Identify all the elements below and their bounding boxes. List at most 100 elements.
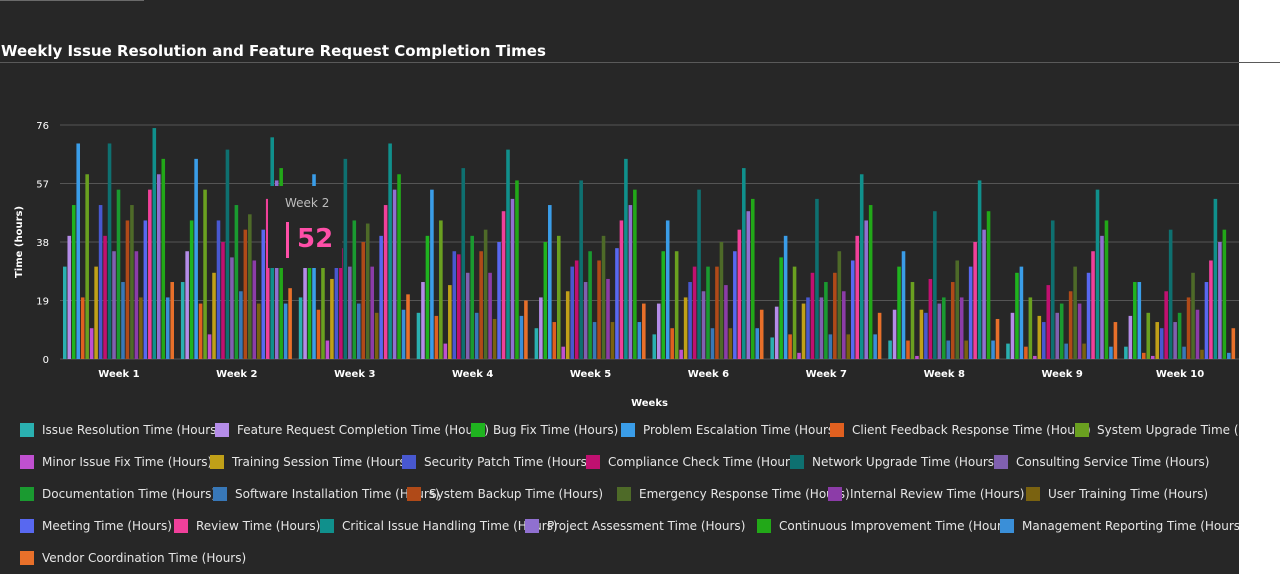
legend-swatch <box>1026 487 1040 501</box>
bar <box>63 266 67 359</box>
bar <box>243 229 248 359</box>
legend-label: Continuous Improvement Time (Hours) <box>779 519 1013 533</box>
bar <box>307 235 312 359</box>
legend-row: Minor Issue Fix Time (Hours) Training Ses… <box>20 452 1239 472</box>
bar <box>1019 266 1024 359</box>
legend-row: Meeting Time (Hours) Review Time (Hours) C… <box>20 516 1239 536</box>
bar <box>674 251 679 359</box>
bar <box>906 340 910 359</box>
bar <box>733 251 737 359</box>
bar <box>628 205 633 359</box>
bar <box>443 343 448 359</box>
legend-item[interactable]: Software Installation Time (Hours) <box>213 484 440 504</box>
bar <box>439 220 443 359</box>
bar <box>506 149 510 359</box>
bar <box>806 297 810 359</box>
bar <box>715 266 719 359</box>
legend-item[interactable]: Bug Fix Time (Hours) <box>471 420 618 440</box>
legend-item[interactable]: Consulting Service Time (Hours) <box>994 452 1209 472</box>
legend-item[interactable]: Issue Resolution Time (Hours) <box>20 420 221 440</box>
legend-label: Management Reporting Time (Hours) <box>1022 519 1239 533</box>
legend-item[interactable]: Feature Request Completion Time (Hours) <box>215 420 489 440</box>
bar <box>1104 220 1109 359</box>
bar <box>185 251 189 359</box>
bar <box>728 328 733 359</box>
bar <box>661 251 666 359</box>
bar <box>597 260 601 359</box>
bar <box>552 322 557 359</box>
bar <box>1015 272 1019 359</box>
legend-item[interactable]: Review Time (Hours) <box>174 516 320 536</box>
bar <box>425 235 430 359</box>
legend-item[interactable]: Vendor Coordination Time (Hours) <box>20 548 246 568</box>
bar <box>1186 297 1191 359</box>
legend-item[interactable]: Compliance Check Time (Hours) <box>586 452 801 472</box>
bar <box>152 128 157 359</box>
bar <box>819 297 824 359</box>
legend-item[interactable]: Emergency Response Time (Hours) <box>617 484 850 504</box>
legend-item[interactable]: Problem Escalation Time (Hours) <box>621 420 839 440</box>
legend-item[interactable]: System Backup Time (Hours) <box>407 484 603 504</box>
bar <box>1046 285 1051 359</box>
bar <box>933 211 937 359</box>
bar <box>497 242 501 359</box>
legend-item[interactable]: Project Assessment Time (Hours) <box>525 516 745 536</box>
bar <box>1082 343 1086 359</box>
bar <box>1033 355 1037 359</box>
bar <box>321 205 325 359</box>
bar <box>534 328 539 359</box>
title-divider <box>0 62 1280 63</box>
bar <box>356 303 361 359</box>
bar <box>873 334 877 359</box>
legend-label: Project Assessment Time (Hours) <box>547 519 746 533</box>
bar <box>85 174 89 359</box>
legend-swatch <box>790 455 804 469</box>
legend-item[interactable]: Client Feedback Response Time (Hours) <box>830 420 1091 440</box>
legend-item[interactable]: System Upgrade Time (Hours) <box>1075 420 1239 440</box>
legend-item[interactable]: Documentation Time (Hours) <box>20 484 216 504</box>
bar <box>697 189 701 359</box>
tooltip-value: 52 <box>297 224 334 254</box>
legend-swatch <box>1000 519 1014 533</box>
bar <box>615 248 619 359</box>
bar <box>964 340 968 359</box>
legend-item[interactable]: Minor Issue Fix Time (Hours) <box>20 452 212 472</box>
bar <box>1137 282 1142 359</box>
legend-label: Software Installation Time (Hours) <box>235 487 440 501</box>
bar <box>1124 346 1128 359</box>
bar <box>1142 352 1146 359</box>
bar <box>986 211 991 359</box>
bar <box>339 248 343 359</box>
legend-item[interactable]: Internal Review Time (Hours) <box>828 484 1024 504</box>
legend-item[interactable]: Training Session Time (Hours) <box>210 452 410 472</box>
legend-label: Problem Escalation Time (Hours) <box>643 423 839 437</box>
legend-label: Vendor Coordination Time (Hours) <box>42 551 247 565</box>
bar <box>683 297 688 359</box>
legend-item[interactable]: Meeting Time (Hours) <box>20 516 172 536</box>
bar <box>610 322 615 359</box>
legend-item[interactable]: Network Upgrade Time (Hours) <box>790 452 999 472</box>
bar <box>1213 198 1218 359</box>
bar <box>143 220 148 359</box>
bar <box>374 312 379 359</box>
legend-item[interactable]: Critical Issue Handling Time (Hours) <box>320 516 558 536</box>
legend-item[interactable]: Continuous Improvement Time (Hours) <box>757 516 1013 536</box>
bar <box>261 229 266 359</box>
bar <box>1100 235 1104 359</box>
bar <box>1182 346 1186 359</box>
bar <box>465 272 470 359</box>
legend-swatch <box>757 519 771 533</box>
bar <box>416 312 421 359</box>
bar <box>950 282 955 359</box>
legend-swatch <box>213 487 227 501</box>
legend-label: Emergency Response Time (Hours) <box>639 487 850 501</box>
legend-item[interactable]: User Training Time (Hours) <box>1026 484 1208 504</box>
legend-item[interactable]: Security Patch Time (Hours) <box>402 452 592 472</box>
bar <box>1150 355 1155 359</box>
bar <box>606 278 610 359</box>
tooltip-color-marker <box>286 222 289 258</box>
bar <box>388 143 392 359</box>
legend-item[interactable]: Management Reporting Time (Hours) <box>1000 516 1239 536</box>
bar <box>901 251 906 359</box>
bar <box>76 143 81 359</box>
